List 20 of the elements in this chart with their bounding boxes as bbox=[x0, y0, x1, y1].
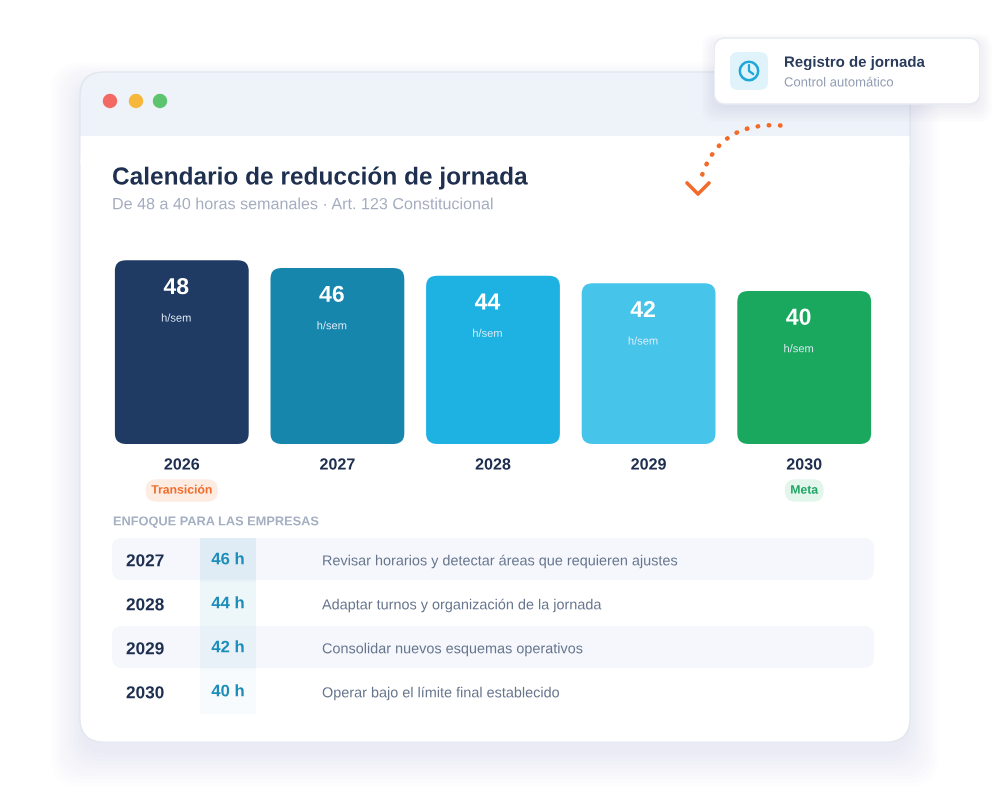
y-tick-label: 2028 bbox=[126, 598, 164, 611]
data-label: 46 h bbox=[211, 552, 244, 565]
chart-subtitle: De 48 a 40 horas semanales · Art. 123 Constitucional bbox=[113, 197, 493, 210]
bar bbox=[581, 283, 716, 444]
x-tick-label: 2029 bbox=[631, 458, 666, 470]
x-tick-label: 2026 bbox=[164, 458, 200, 470]
bar bbox=[426, 275, 560, 444]
x-tick-label: 2027 bbox=[320, 458, 355, 470]
data-label: 44 h bbox=[211, 596, 244, 609]
x-tick-label: 2028 bbox=[475, 458, 511, 470]
data-label: 40 h bbox=[211, 684, 244, 697]
x-tick-label: 2030 bbox=[786, 458, 822, 470]
bar bbox=[270, 268, 405, 444]
bar bbox=[737, 290, 872, 444]
data-label: 42 h bbox=[211, 640, 244, 653]
bar bbox=[114, 260, 249, 444]
y-tick-label: 2027 bbox=[126, 554, 164, 567]
y-tick-label: 2029 bbox=[126, 642, 164, 655]
y-tick-label: 2030 bbox=[126, 686, 164, 699]
chart-title: Calendario de reducción de jornada bbox=[113, 166, 528, 190]
